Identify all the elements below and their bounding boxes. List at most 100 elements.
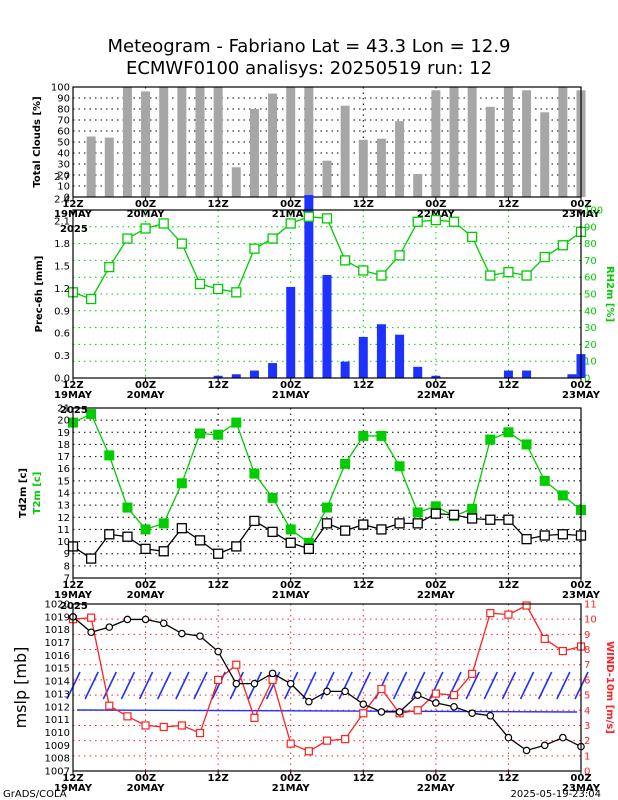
- wind-y-tick-label: 4: [584, 706, 590, 717]
- rh-marker: [539, 251, 550, 263]
- t2m-marker: [122, 502, 133, 513]
- mslp-line: [72, 616, 582, 752]
- mslp-marker: [214, 647, 222, 656]
- rh-y-tick-label: 0: [584, 374, 590, 385]
- press-x-tick-label: 12Z: [62, 773, 83, 784]
- td2m-y-axis-title: Td2m [c]: [18, 468, 29, 518]
- rh-marker: [412, 216, 423, 227]
- precip-y-tick-label: 0.3: [54, 351, 70, 362]
- wind-barb: [556, 671, 571, 700]
- temp-x-date-label: 21MAY: [272, 590, 311, 601]
- rh-y-tick-label: 90: [584, 222, 597, 233]
- wind-barb: [519, 671, 535, 700]
- wind-barb: [465, 671, 480, 700]
- clouds-x-tick-label: 12Z: [208, 199, 229, 210]
- precip-bar: [231, 374, 241, 378]
- press-x-tick-label: 00Z: [425, 773, 446, 784]
- precip-x-date-label: 21MAY: [272, 390, 311, 401]
- wind-barb: [84, 671, 99, 700]
- mslp-marker: [141, 615, 150, 624]
- cloud-bar: [540, 112, 550, 197]
- cloud-bar: [122, 87, 132, 197]
- wind-marker: [468, 669, 477, 678]
- td2m-marker: [176, 523, 188, 534]
- press-y-tick-label: 1011: [45, 715, 70, 726]
- precip-x-tick-label: 00Z: [135, 380, 156, 391]
- td2m-marker: [412, 518, 423, 529]
- td2m-marker: [194, 535, 206, 546]
- clouds-y-tick-label: 70: [57, 116, 70, 127]
- wind-barb: [356, 671, 372, 700]
- clouds-x-tick-label: 00Z: [570, 199, 591, 210]
- wind-y-tick-label: 0: [584, 767, 590, 778]
- t2m-marker: [412, 507, 423, 518]
- td2m-marker: [249, 515, 260, 527]
- cloud-bar: [449, 87, 459, 197]
- rh-marker: [176, 238, 188, 249]
- td2m-marker: [267, 526, 278, 538]
- mslp-marker: [250, 679, 259, 688]
- td2m-marker: [448, 509, 460, 521]
- t2m-marker: [322, 502, 332, 513]
- clouds-x-date-label: 20MAY: [127, 209, 166, 220]
- clouds-x-tick-label: 12Z: [498, 199, 519, 210]
- clouds-y-tick-label: 100: [51, 83, 70, 94]
- clouds-y-tick-label: 90: [57, 94, 70, 105]
- press-x-date-label: 22MAY: [417, 783, 456, 794]
- precip-bar: [413, 366, 423, 378]
- clouds-y-tick-label: 80: [57, 105, 70, 116]
- wind-barb: [138, 671, 154, 700]
- wind-y-tick-label: 5: [584, 691, 590, 702]
- wind-marker: [304, 747, 313, 756]
- press-y-tick-label: 1015: [45, 664, 70, 675]
- precip-bar: [286, 286, 296, 378]
- t2m-marker: [503, 427, 514, 438]
- t2m-marker: [176, 478, 187, 489]
- temp-x-tick-label: 00Z: [425, 580, 446, 591]
- press-y-tick-label: 1010: [45, 728, 70, 739]
- precip-y-tick-label: 0.0: [54, 374, 70, 385]
- press-x-tick-label: 12Z: [498, 773, 519, 784]
- wind-barb: [410, 671, 426, 700]
- precip-bar: [503, 370, 513, 378]
- precip-bar: [358, 336, 368, 378]
- cloud-bar: [358, 139, 368, 197]
- rh-marker: [85, 293, 97, 305]
- wind-y-tick-label: 10: [584, 615, 597, 626]
- clouds-y-tick-label: 20: [57, 171, 70, 182]
- cloud-bar: [322, 160, 332, 197]
- mslp-marker: [268, 669, 277, 678]
- precip-x-tick-label: 12Z: [353, 380, 374, 391]
- precip-bar: [268, 363, 278, 378]
- clouds-y-tick-label: 60: [57, 127, 70, 138]
- rh-marker: [485, 270, 496, 281]
- precip-x-tick-label: 00Z: [280, 380, 301, 391]
- td2m-marker: [466, 513, 478, 524]
- mslp-marker: [341, 687, 349, 696]
- rh-y-tick-label: 50: [584, 290, 597, 301]
- td2m-marker: [285, 537, 296, 548]
- wind-marker: [504, 610, 513, 619]
- wind-barb: [338, 671, 353, 700]
- cloud-bar: [86, 136, 96, 197]
- wind-marker: [268, 675, 277, 685]
- press-frame: [72, 603, 582, 772]
- temp-x-date-label: 23MAY: [562, 590, 601, 601]
- wind-marker: [341, 735, 350, 744]
- wind-marker: [431, 689, 440, 698]
- rh-y-tick-label: 100: [584, 206, 603, 217]
- mslp-marker: [87, 628, 95, 637]
- t2m-marker: [104, 450, 115, 461]
- wind-barb: [537, 671, 553, 700]
- t2m-marker: [213, 429, 224, 440]
- rh-marker: [466, 231, 478, 243]
- precip-bar: [213, 375, 223, 378]
- temp-year-label: 2025: [60, 405, 88, 416]
- t2m-marker: [285, 524, 296, 535]
- precip-bar: [340, 361, 350, 378]
- precip-y-tick-label: 1.8: [54, 239, 70, 250]
- temp-x-tick-label: 12Z: [353, 580, 374, 591]
- temp-x-date-label: 22MAY: [417, 590, 456, 601]
- t2m-marker: [249, 468, 260, 479]
